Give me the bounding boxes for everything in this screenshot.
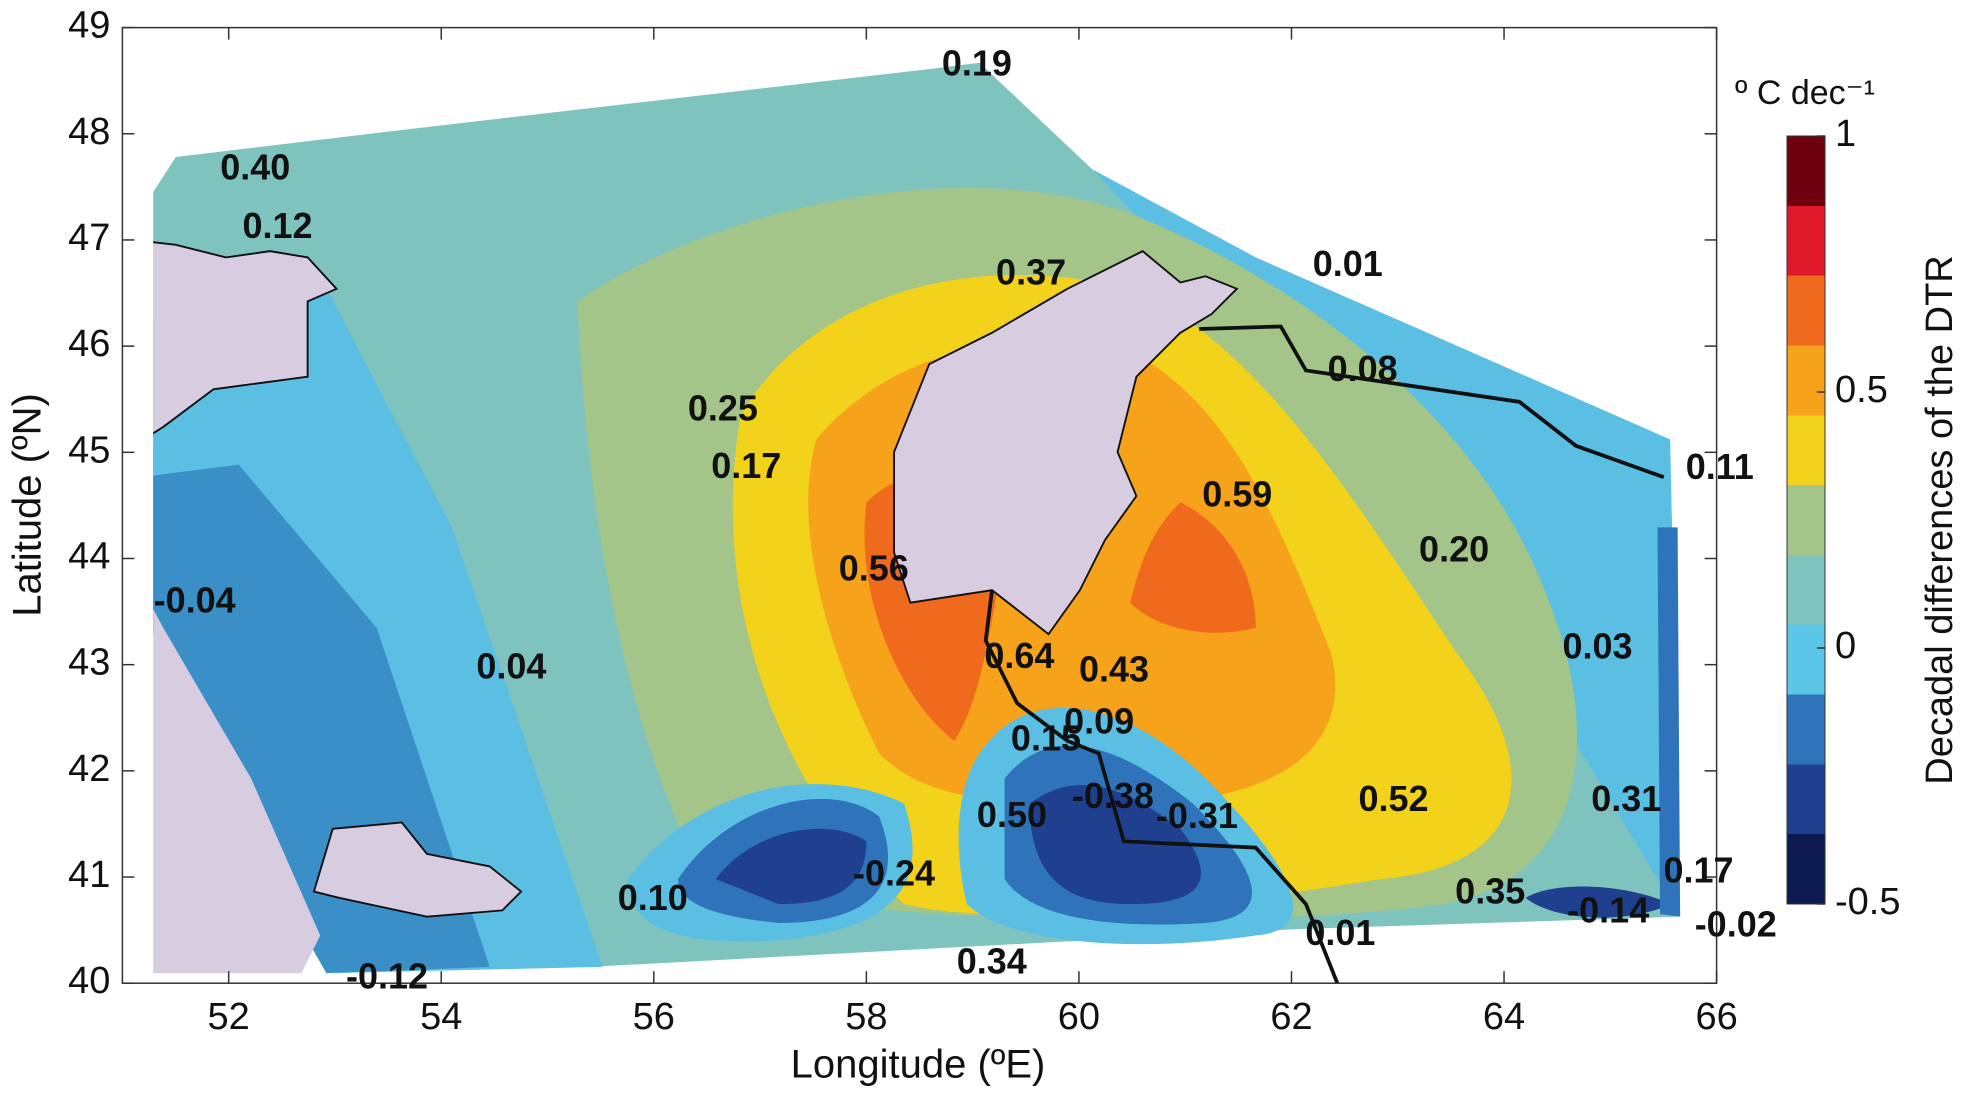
x-tick-label: 52 (208, 996, 250, 1038)
contour-label: 0.17 (1663, 849, 1733, 890)
contour-label: 0.52 (1358, 778, 1428, 819)
contour-label: 0.09 (1064, 701, 1134, 742)
contour-label: 0.01 (1305, 912, 1375, 953)
y-tick-label: 41 (68, 854, 110, 896)
colorbar-tick-label: 1 (1835, 113, 1856, 155)
x-tick-label: 58 (845, 996, 887, 1038)
contour-label: 0.31 (1591, 778, 1661, 819)
x-tick-label: 64 (1483, 996, 1525, 1038)
x-axis-label: Longitude (ºE) (791, 1043, 1046, 1087)
plot-frame (121, 26, 1718, 984)
contour-label: 0.01 (1313, 243, 1383, 284)
contour-label: 0.17 (711, 445, 781, 486)
contour-label: 0.40 (220, 146, 290, 187)
y-tick-label: 43 (68, 642, 110, 684)
x-tick-label: 54 (420, 996, 462, 1038)
y-tick-label: 47 (68, 217, 110, 259)
x-tick-label: 66 (1695, 996, 1737, 1038)
contour-label: -0.31 (1156, 795, 1238, 836)
contour-label: 0.37 (996, 252, 1066, 293)
colorbar (1786, 135, 1826, 905)
contour-label: 0.34 (957, 941, 1027, 982)
contour-label: 0.25 (688, 387, 758, 428)
contour-field (153, 62, 1681, 984)
y-tick-label: 42 (68, 748, 110, 790)
colorbar-tick-label: 0.5 (1835, 369, 1888, 411)
contour-label: 0.15 (1011, 718, 1081, 759)
colorbar-tick-label: 0 (1835, 625, 1856, 667)
contour-label: -0.12 (346, 955, 428, 996)
contour-label: 0.50 (977, 794, 1047, 835)
contour-label: 0.04 (476, 645, 546, 686)
y-tick-label: 45 (68, 429, 110, 471)
colorbar-label: Decadal differences of the DTR (1919, 255, 1961, 784)
contour-label: 0.03 (1563, 625, 1633, 666)
contour-label: 0.10 (618, 877, 688, 918)
contour-label: 0.64 (984, 635, 1054, 676)
contour-label: -0.38 (1072, 775, 1154, 816)
contour-label: 0.12 (243, 205, 313, 246)
y-tick-label: 49 (68, 5, 110, 47)
contour-label: 0.11 (1686, 446, 1754, 487)
contour-label: -0.04 (154, 580, 236, 621)
contour-label: 0.59 (1202, 473, 1272, 514)
y-tick-label: 46 (68, 323, 110, 365)
colorbar-unit: º C dec⁻¹ (1735, 74, 1875, 112)
contour-label: 0.35 (1455, 871, 1525, 912)
contour-label: 0.20 (1419, 529, 1489, 570)
y-tick-label: 40 (68, 960, 110, 1002)
contour-label: 0.08 (1328, 348, 1398, 389)
y-tick-label: 48 (68, 111, 110, 153)
x-tick-label: 62 (1270, 996, 1312, 1038)
contour-label: -0.24 (853, 852, 935, 893)
y-tick-label: 44 (68, 536, 110, 578)
colorbar-tick-label: -0.5 (1835, 881, 1900, 923)
contour-label: -0.14 (1567, 890, 1649, 931)
contour-label: 0.43 (1079, 649, 1149, 690)
contour-label: -0.02 (1695, 903, 1777, 944)
y-axis-label: Latitude (ºN) (6, 393, 50, 617)
x-tick-label: 60 (1058, 996, 1100, 1038)
contour-label: 0.19 (942, 42, 1012, 83)
x-tick-label: 56 (633, 996, 675, 1038)
contour-label: 0.56 (839, 548, 909, 589)
